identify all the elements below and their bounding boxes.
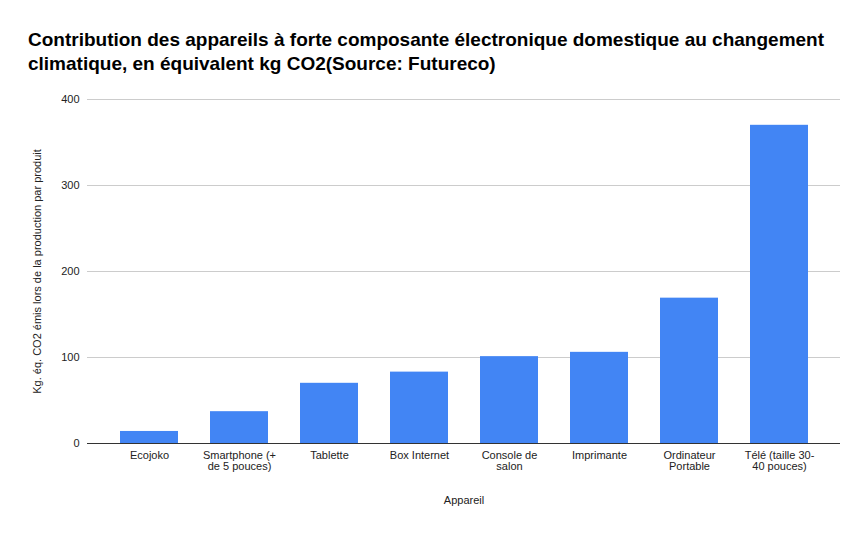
svg-text:Tablette: Tablette	[310, 449, 349, 461]
svg-text:400: 400	[61, 93, 79, 105]
svg-text:100: 100	[61, 351, 79, 363]
html-text:Contribution des appareils à f: Contribution des appareils à forte compo…	[28, 29, 824, 74]
svg-text:0: 0	[73, 437, 79, 449]
svg-text:Appareil: Appareil	[444, 494, 484, 506]
svg-text:Smartphone (+de 5 pouces): Smartphone (+de 5 pouces)	[203, 449, 276, 472]
svg-text:Box Internet: Box Internet	[390, 449, 449, 461]
svg-text:Console desalon: Console desalon	[482, 449, 538, 472]
svg-text:OrdinateurPortable: OrdinateurPortable	[664, 449, 716, 472]
svg-text:Télé (taille 30-40 pouces): Télé (taille 30-40 pouces)	[745, 449, 815, 472]
svg-text:Ecojoko: Ecojoko	[130, 449, 169, 461]
svg-text:Kg. éq. CO2 émis lors de la pr: Kg. éq. CO2 émis lors de la production p…	[31, 149, 43, 394]
svg-text:200: 200	[61, 265, 79, 277]
svg-text:300: 300	[61, 179, 79, 191]
svg-text:Imprimante: Imprimante	[572, 449, 627, 461]
